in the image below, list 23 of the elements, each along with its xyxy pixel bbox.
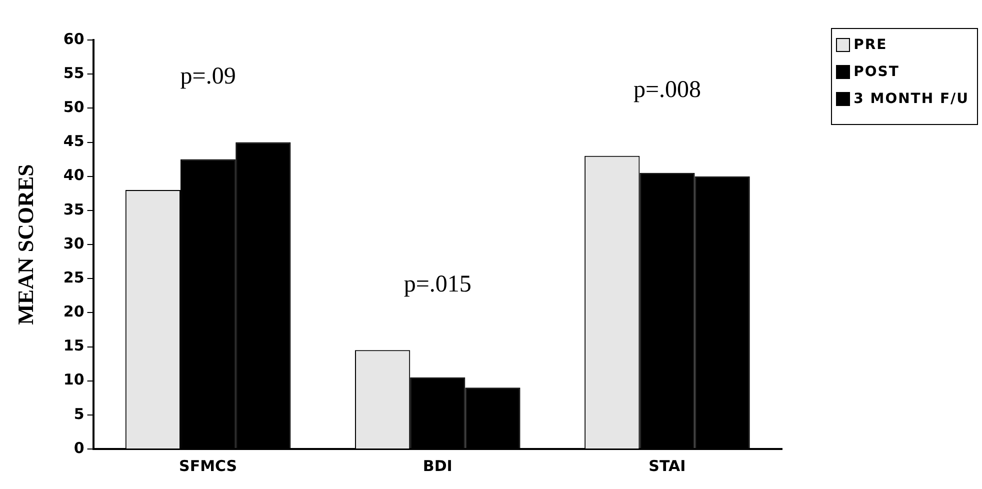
y-tick-label: 20 (63, 302, 84, 321)
y-tick-label: 55 (63, 64, 84, 82)
x-tick-label: SFMCS (179, 456, 238, 475)
legend-label: 3 MONTH F/U (854, 91, 969, 108)
y-tick-label: 25 (63, 268, 84, 286)
annotation: p=.09 (180, 64, 236, 90)
x-tick-label: BDI (422, 456, 452, 475)
y-tick-label: 30 (63, 234, 84, 252)
legend-label: PRE (854, 37, 888, 54)
y-tick-label: 5 (74, 404, 84, 423)
annotation: p=.008 (633, 77, 701, 104)
legend-label: POST (854, 64, 900, 81)
y-tick-label: 10 (63, 370, 84, 389)
y-tick-label: 0 (74, 438, 84, 457)
y-axis-title: MEAN SCORES (12, 164, 38, 325)
y-tick-label: 50 (63, 98, 84, 116)
y-tick-label: 40 (63, 166, 84, 184)
y-tick-label: 60 (63, 30, 84, 48)
y-tick-label: 45 (63, 132, 84, 150)
annotation: p=.015 (404, 271, 472, 298)
y-tick-label: 35 (63, 200, 84, 218)
y-tick-label: 15 (63, 336, 84, 355)
x-tick-label: STAI (648, 456, 686, 475)
